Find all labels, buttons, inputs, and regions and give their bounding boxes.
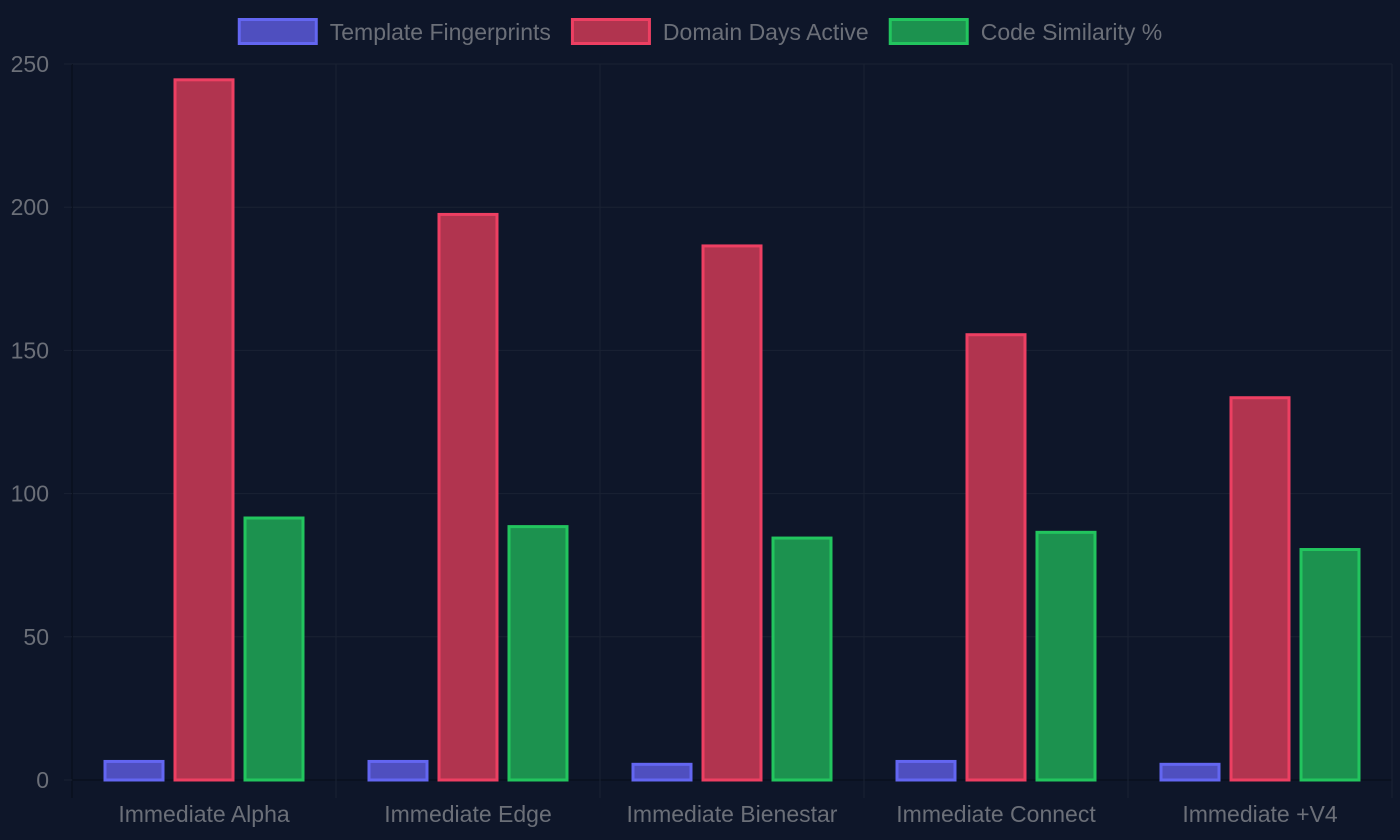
legend-label: Template Fingerprints xyxy=(330,19,551,45)
legend-item[interactable]: Template Fingerprints xyxy=(237,18,551,45)
y-tick-label: 100 xyxy=(11,481,49,507)
y-tick-label: 250 xyxy=(11,51,49,77)
x-tick-label: Immediate Edge xyxy=(384,801,551,827)
legend-swatch xyxy=(570,18,651,45)
bars xyxy=(103,78,1361,782)
bar-code-similarity-immediate-alpha xyxy=(243,516,305,782)
axes: 0 50 100 150 200 250 Immediate Alpha Immediate … xyxy=(11,51,1338,827)
bar-domain-days-active-immediate-edge xyxy=(437,212,499,782)
bar-code-similarity-immediate-connect xyxy=(1035,530,1097,782)
bar-template-fingerprints-immediate-connect xyxy=(895,759,957,782)
x-tick-label: Immediate Bienestar xyxy=(627,801,838,827)
bar-code-similarity-immediate-bienestar xyxy=(771,536,833,782)
bar-template-fingerprints-immediate-bienestar xyxy=(631,762,693,782)
y-tick-label: 200 xyxy=(11,194,49,220)
legend-swatch xyxy=(888,18,969,45)
bar-domain-days-active-immediate-alpha xyxy=(173,78,235,782)
x-tick-label: Immediate +V4 xyxy=(1182,801,1338,827)
legend-item[interactable]: Domain Days Active xyxy=(570,18,869,45)
x-tick-label: Immediate Connect xyxy=(896,801,1096,827)
bar-domain-days-active-immediate-bienestar xyxy=(701,244,763,782)
legend-item[interactable]: Code Similarity % xyxy=(888,18,1163,45)
bar-domain-days-active-immediate-v4 xyxy=(1229,396,1291,782)
legend-swatch xyxy=(237,18,318,45)
x-tick-label: Immediate Alpha xyxy=(118,801,290,827)
y-tick-label: 150 xyxy=(11,337,49,363)
y-tick-label: 50 xyxy=(23,624,49,650)
bar-domain-days-active-immediate-connect xyxy=(965,333,1027,782)
bar-code-similarity-immediate-v4 xyxy=(1299,548,1361,782)
legend: Template Fingerprints Domain Days Active C… xyxy=(237,18,1163,45)
y-tick-label: 0 xyxy=(36,767,49,793)
legend-label: Code Similarity % xyxy=(981,19,1163,45)
legend-label: Domain Days Active xyxy=(663,19,869,45)
bar-template-fingerprints-immediate-alpha xyxy=(103,759,165,782)
bar-code-similarity-immediate-edge xyxy=(507,525,569,782)
bar-template-fingerprints-immediate-edge xyxy=(367,759,429,782)
bar-template-fingerprints-immediate-v4 xyxy=(1159,762,1221,782)
